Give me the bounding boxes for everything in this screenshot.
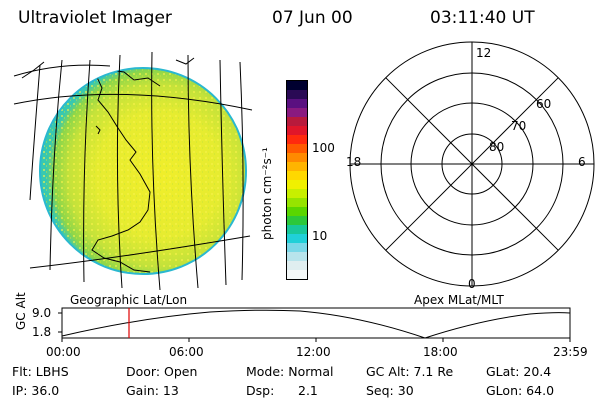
observation-time: 03:11:40 UT	[430, 8, 535, 28]
colorbar-swatch	[287, 117, 307, 126]
colorbar-swatch	[287, 234, 307, 243]
mlt-label-0: 0	[468, 277, 476, 291]
observation-date: 07 Jun 00	[272, 8, 353, 28]
mlt-label-6: 6	[578, 155, 586, 169]
altitude-xtick-1800: 18:00	[423, 345, 458, 359]
colorbar-tick-100: 100	[312, 141, 335, 155]
altitude-ytick-bottom: 1.8	[32, 325, 52, 339]
colorbar-swatch	[287, 189, 307, 198]
colorbar-swatch	[287, 252, 307, 261]
mlat-label-70: 70	[511, 119, 527, 133]
longitude-grid	[29, 51, 244, 291]
mlt-label-18: 18	[346, 155, 362, 169]
colorbar-swatch	[287, 180, 307, 189]
colorbar-swatch	[287, 243, 307, 252]
colorbar-swatch	[287, 81, 307, 90]
colorbar-swatch	[287, 135, 307, 144]
colorbar-swatch	[287, 99, 307, 108]
info-dsp-label: Dsp:	[246, 383, 275, 398]
altitude-ytick-top: 9.0	[32, 306, 52, 320]
colorbar-swatch	[287, 198, 307, 207]
polar-diagonal-2	[385, 77, 559, 251]
apex-label: Apex MLat/MLT	[414, 293, 504, 307]
latitude-grid	[13, 64, 253, 269]
altitude-ylabel: GC Alt	[14, 292, 28, 330]
colorbar-swatch	[287, 171, 307, 180]
altitude-xtick-2359: 23:59	[553, 345, 588, 359]
uv-disk-limb	[39, 67, 247, 275]
colorbar-swatch	[287, 270, 307, 279]
info-seq: Seq: 30	[366, 383, 414, 398]
off-disk-coastline	[21, 57, 195, 79]
coastline-outline	[91, 68, 197, 273]
info-gain: Gain: 13	[126, 383, 179, 398]
info-ip: IP: 36.0	[12, 383, 60, 398]
mlat-label-60: 60	[536, 97, 552, 111]
uv-texture	[40, 68, 246, 274]
info-glat: GLat: 20.4	[486, 364, 552, 379]
colorbar-swatch	[287, 207, 307, 216]
altitude-xtick-0000: 00:00	[46, 345, 81, 359]
altitude-xticks	[58, 312, 571, 342]
intensity-colorbar	[286, 80, 308, 280]
colorbar-swatch	[287, 216, 307, 225]
info-door: Door: Open	[126, 364, 198, 379]
colorbar-swatch	[287, 153, 307, 162]
altitude-curve	[61, 309, 571, 339]
info-glon: GLon: 64.0	[486, 383, 555, 398]
colorbar-swatch	[287, 144, 307, 153]
instrument-title: Ultraviolet Imager	[18, 8, 172, 28]
colorbar-tick-10: 10	[312, 229, 328, 243]
colorbar-swatch	[287, 108, 307, 117]
mlat-label-80: 80	[489, 140, 505, 154]
altitude-xtick-0600: 06:00	[169, 345, 204, 359]
info-mode: Mode: Normal	[246, 364, 334, 379]
colorbar-swatch	[287, 162, 307, 171]
altitude-xtick-1200: 12:00	[296, 345, 331, 359]
colorbar-swatch	[287, 90, 307, 99]
info-filter: Flt: LBHS	[12, 364, 69, 379]
colorbar-swatch	[287, 126, 307, 135]
colorbar-swatch	[287, 225, 307, 234]
info-dsp-value: 2.1	[298, 383, 318, 398]
info-gc-altitude: GC Alt: 7.1 Re	[366, 364, 454, 379]
mlt-label-12: 12	[476, 46, 492, 60]
colorbar-swatch	[287, 261, 307, 270]
geographic-label: Geographic Lat/Lon	[70, 293, 188, 307]
